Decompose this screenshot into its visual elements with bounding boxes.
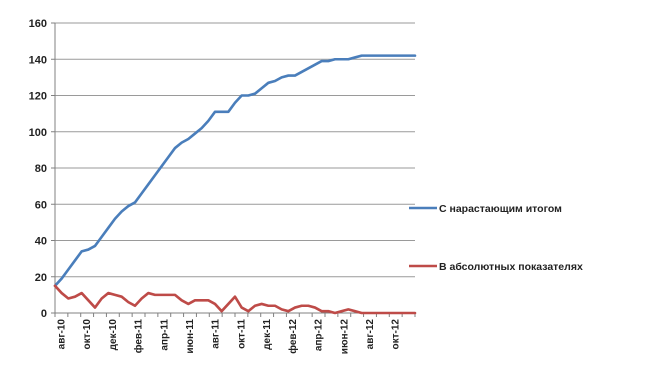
- x-tick-label: апр-12: [314, 319, 325, 352]
- x-tick-label: окт-12: [391, 319, 402, 350]
- x-tick-label: июн-12: [339, 319, 350, 355]
- y-tick-label: 100: [29, 127, 47, 139]
- legend: С нарастающим итогом В абсолютных показат…: [409, 203, 583, 273]
- y-tick-label: 20: [35, 272, 47, 284]
- y-tick-label: 120: [29, 91, 47, 103]
- legend-label-2: В абсолютных показателях: [439, 261, 583, 273]
- y-tick-label: 140: [29, 54, 47, 66]
- legend-label-1: С нарастающим итогом: [439, 203, 562, 215]
- x-tick-label: авг-12: [365, 319, 376, 350]
- x-tick-label: авг-10: [56, 319, 67, 350]
- x-tick-label: окт-10: [82, 319, 93, 350]
- series-lines: [53, 54, 417, 315]
- x-axis-ticks: авг-10 окт-10 дек-10 фев-11 апр-11 июн-11 авг-…: [54, 313, 416, 355]
- series-line-1: [53, 54, 417, 288]
- y-tick-label: 60: [35, 199, 47, 211]
- grid-lines: [55, 22, 415, 278]
- x-tick-label: окт-11: [236, 319, 247, 349]
- y-tick-label: 0: [41, 308, 47, 320]
- x-tick-label: авг-11: [211, 319, 222, 349]
- x-tick-label: июн-11: [185, 319, 196, 354]
- y-tick-label: 80: [35, 163, 47, 175]
- x-tick-label: дек-11: [262, 319, 273, 350]
- y-tick-label: 160: [29, 18, 47, 30]
- x-tick-label: фев-11: [133, 319, 145, 354]
- x-tick-label: фев-12: [287, 319, 299, 354]
- y-tick-label: 40: [35, 236, 47, 248]
- series-line-2: [53, 284, 417, 315]
- x-tick-label: апр-11: [159, 319, 170, 351]
- y-axis-ticks: 0 20 40 60 80 100 120 140 160: [29, 18, 55, 320]
- x-tick-label: дек-10: [108, 319, 119, 351]
